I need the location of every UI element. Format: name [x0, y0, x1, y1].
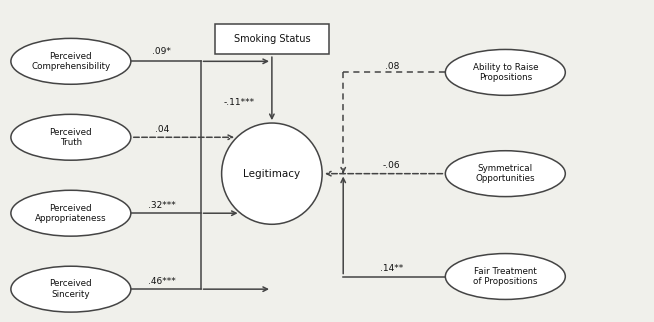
Ellipse shape: [11, 114, 131, 160]
Ellipse shape: [11, 38, 131, 84]
Text: Perceived
Appropriateness: Perceived Appropriateness: [35, 204, 107, 223]
Ellipse shape: [445, 50, 565, 95]
Text: Perceived
Truth: Perceived Truth: [50, 128, 92, 147]
Ellipse shape: [445, 151, 565, 197]
Text: -.11***: -.11***: [224, 98, 255, 107]
Text: .09*: .09*: [152, 47, 171, 56]
Text: Symmetrical
Opportunities: Symmetrical Opportunities: [475, 164, 535, 183]
Text: Fair Treatment
of Propositions: Fair Treatment of Propositions: [473, 267, 538, 286]
Text: Perceived
Sincerity: Perceived Sincerity: [50, 279, 92, 299]
Ellipse shape: [11, 190, 131, 236]
Text: Legitimacy: Legitimacy: [243, 169, 300, 179]
Text: .08: .08: [385, 62, 399, 71]
Text: -.06: -.06: [383, 161, 401, 170]
Text: Perceived
Comprehensibility: Perceived Comprehensibility: [31, 52, 111, 71]
Text: Smoking Status: Smoking Status: [233, 34, 310, 44]
Text: .32***: .32***: [148, 201, 175, 210]
FancyBboxPatch shape: [215, 24, 328, 54]
Ellipse shape: [222, 123, 322, 224]
Ellipse shape: [11, 266, 131, 312]
Ellipse shape: [445, 253, 565, 299]
Text: .14**: .14**: [380, 264, 404, 273]
Text: .46***: .46***: [148, 277, 175, 286]
Text: Ability to Raise
Propositions: Ability to Raise Propositions: [473, 63, 538, 82]
Text: .04: .04: [154, 125, 169, 134]
